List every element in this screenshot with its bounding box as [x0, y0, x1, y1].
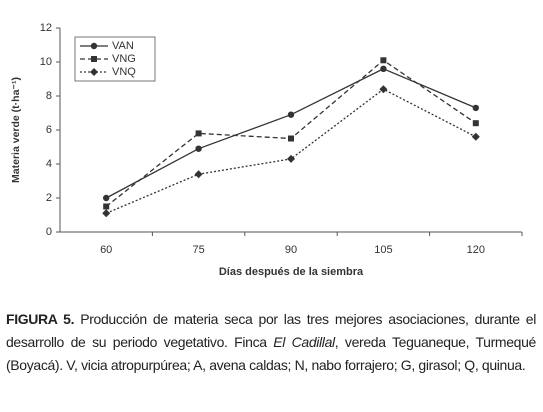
chart: Materia verde (t·ha⁻¹) Días después de l… [10, 22, 523, 278]
x-tick-label: 105 [374, 244, 392, 256]
marker [472, 104, 479, 112]
y-tick-label: 0 [46, 226, 52, 238]
y-tick-label: 4 [46, 158, 52, 170]
series-line [105, 59, 477, 208]
marker [90, 68, 98, 76]
series-line [105, 68, 477, 199]
y-tick-label: 10 [40, 56, 52, 68]
marker [472, 120, 479, 127]
marker [195, 145, 202, 152]
marker [103, 194, 110, 202]
marker [195, 130, 202, 137]
marker [287, 154, 295, 163]
x-tick-label: 120 [467, 244, 485, 256]
x-tick-label: 90 [285, 244, 297, 256]
marker [287, 111, 295, 118]
caption: FIGURA 5. Producción de materia seca por… [6, 308, 536, 377]
x-tick-label: 60 [100, 244, 112, 256]
marker [90, 42, 98, 50]
caption-italic: El Cadillal [273, 334, 335, 350]
marker [380, 57, 387, 64]
y-tick-label: 2 [46, 192, 52, 204]
marker [103, 203, 110, 210]
caption-text: Producción de materia seca por las tres … [6, 311, 537, 350]
legend-label: VAN [112, 40, 134, 52]
y-tick-label: 12 [40, 22, 52, 34]
marker [194, 170, 203, 179]
marker [102, 209, 111, 218]
marker [379, 85, 388, 94]
marker [471, 132, 480, 141]
marker [91, 56, 97, 62]
series-line [105, 88, 477, 214]
marker [380, 65, 387, 73]
caption-label: FIGURA 5. [6, 311, 75, 327]
legend-label: VNG [112, 53, 136, 65]
x-tick-label: 75 [192, 244, 204, 256]
y-tick-label: 8 [46, 90, 52, 102]
marker [288, 135, 294, 142]
x-axis-label: Días después de la siembra [219, 266, 364, 278]
y-axis-label: Materia verde (t·ha⁻¹) [10, 77, 22, 183]
caption-text: , vereda Teguaneque, Turmequé (Boyacá). … [6, 334, 536, 373]
legend-label: VNQ [112, 66, 136, 78]
y-tick-label: 6 [46, 124, 52, 136]
